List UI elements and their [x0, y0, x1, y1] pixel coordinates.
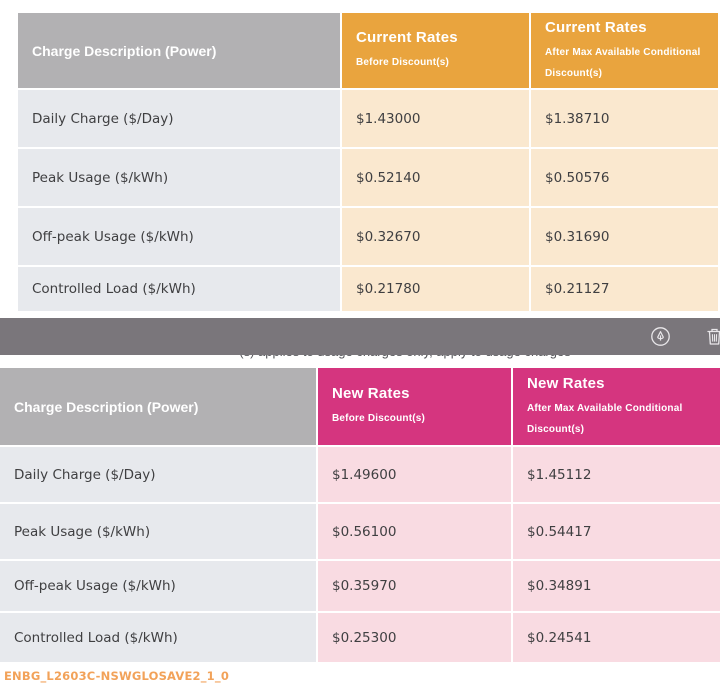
column-subtitle: After Max Available Conditional Discount…	[545, 47, 701, 79]
column-title: New Rates	[527, 375, 605, 392]
column-title: Current Rates	[356, 29, 458, 47]
row-label: Off-peak Usage ($/kWh)	[0, 561, 316, 611]
rate-after: $1.45112	[513, 447, 720, 502]
column-header-new-before: New Rates Before Discount(s)	[318, 368, 511, 445]
row-label: Controlled Load ($/kWh)	[0, 613, 316, 662]
row-label: Daily Charge ($/Day)	[0, 447, 316, 502]
rate-after: $0.21127	[531, 267, 718, 311]
column-title: New Rates	[332, 385, 410, 403]
trash-icon[interactable]	[702, 325, 720, 349]
row-label: Daily Charge ($/Day)	[18, 90, 340, 147]
column-header-current-after: Current Rates After Max Available Condit…	[531, 13, 718, 88]
column-subtitle: Before Discount(s)	[356, 57, 450, 69]
edit-circle-icon[interactable]	[648, 325, 672, 349]
rate-before: $0.32670	[342, 208, 529, 265]
rate-after: $0.54417	[513, 504, 720, 559]
table-row: Peak Usage ($/kWh) $0.56100 $0.54417	[0, 504, 720, 559]
rate-before: $1.49600	[318, 447, 511, 502]
current-rates-table: Charge Description (Power) Current Rates…	[18, 13, 718, 311]
rate-after: $0.24541	[513, 613, 720, 662]
new-rates-table: Charge Description (Power) New Rates Bef…	[0, 368, 720, 662]
column-subtitle: After Max Available Conditional Discount…	[527, 403, 683, 435]
rate-before: $0.52140	[342, 149, 529, 206]
row-label: Peak Usage ($/kWh)	[18, 149, 340, 206]
row-label: Peak Usage ($/kWh)	[0, 504, 316, 559]
table-row: Daily Charge ($/Day) $1.49600 $1.45112	[0, 447, 720, 502]
rate-before: $0.25300	[318, 613, 511, 662]
table-row: Daily Charge ($/Day) $1.43000 $1.38710	[18, 90, 718, 147]
column-header-charge-description: Charge Description (Power)	[18, 13, 340, 88]
column-header-charge-description: Charge Description (Power)	[0, 368, 316, 445]
rate-after: $1.38710	[531, 90, 718, 147]
column-title: Current Rates	[545, 19, 647, 36]
table-row: Off-peak Usage ($/kWh) $0.35970 $0.34891	[0, 561, 720, 611]
rate-after: $0.31690	[531, 208, 718, 265]
current-rates-header-row: Charge Description (Power) Current Rates…	[18, 13, 718, 88]
rate-before: $0.21780	[342, 267, 529, 311]
table-row: Controlled Load ($/kWh) $0.21780 $0.2112…	[18, 267, 718, 311]
column-header-new-after: New Rates After Max Available Conditiona…	[513, 368, 720, 445]
row-label: Off-peak Usage ($/kWh)	[18, 208, 340, 265]
rate-before: $0.35970	[318, 561, 511, 611]
new-rates-header-row: Charge Description (Power) New Rates Bef…	[0, 368, 720, 445]
plan-code: ENBG_L2603C-NSWGLOSAVE2_1_0	[4, 669, 230, 683]
column-header-current-before: Current Rates Before Discount(s)	[342, 13, 529, 88]
table-row: Controlled Load ($/kWh) $0.25300 $0.2454…	[0, 613, 720, 662]
rate-after: $0.34891	[513, 561, 720, 611]
row-label: Controlled Load ($/kWh)	[18, 267, 340, 311]
toolbar-overlay	[0, 318, 720, 355]
table-row: Off-peak Usage ($/kWh) $0.32670 $0.31690	[18, 208, 718, 265]
rate-before: $0.56100	[318, 504, 511, 559]
rate-before: $1.43000	[342, 90, 529, 147]
table-row: Peak Usage ($/kWh) $0.52140 $0.50576	[18, 149, 718, 206]
column-subtitle: Before Discount(s)	[332, 413, 426, 425]
rate-after: $0.50576	[531, 149, 718, 206]
